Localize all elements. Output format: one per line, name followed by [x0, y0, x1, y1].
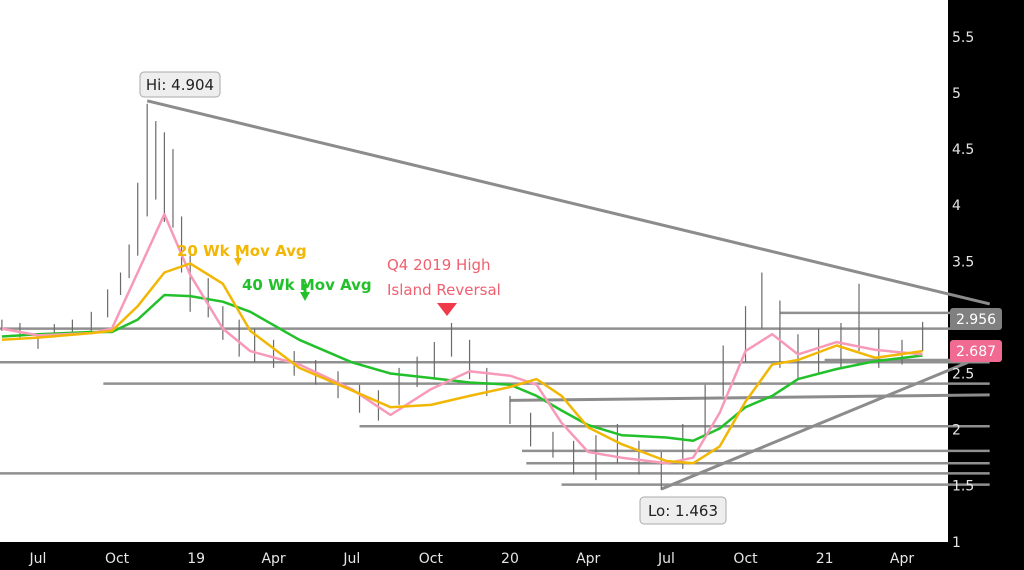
lo-label: Lo: 1.463	[648, 502, 718, 520]
time-tick-label: Oct	[419, 551, 444, 567]
time-tick-label: Apr	[890, 551, 914, 567]
price-tick-label: 2	[952, 423, 961, 439]
trend-line-0	[146, 99, 991, 306]
ma-line-fast	[1, 212, 923, 465]
price-tick-label: 1.5	[952, 479, 974, 495]
time-tick-label: Apr	[576, 551, 600, 567]
time-tick-label: Jul	[29, 551, 47, 567]
q4-high-marker-icon	[437, 303, 457, 316]
price-tick-label: 5	[952, 86, 961, 102]
ma-value-tag: 2.687	[950, 340, 1002, 362]
trend-line-1	[660, 351, 991, 491]
ma-value-label: 2.687	[956, 344, 996, 360]
time-tick-label: Apr	[261, 551, 285, 567]
hi-callout-box	[139, 71, 221, 98]
time-tick-label: Jul	[342, 551, 360, 567]
lo-callout: Lo: 1.463	[639, 496, 727, 525]
price-tick-label: 5.5	[952, 30, 974, 46]
price-tick-label: 4	[952, 198, 961, 214]
ma40-annotation: 40 Wk Mov Avg	[242, 276, 372, 294]
price-tick-label: 2.5	[952, 367, 974, 383]
price-axis-panel	[948, 0, 1024, 570]
time-tick-label: Oct	[733, 551, 758, 567]
q4-high-annotation: Q4 2019 High	[387, 256, 491, 274]
time-tick-label: 20	[501, 551, 519, 567]
last-price-label: 2.956	[956, 312, 996, 328]
ma20-arrow-icon	[234, 252, 242, 266]
hi-label: Hi: 4.904	[146, 76, 214, 94]
time-tick-label: Jul	[657, 551, 675, 567]
ma20-annotation: 20 Wk Mov Avg	[177, 242, 307, 260]
ma40-arrow-icon	[300, 284, 310, 301]
time-tick-label: Oct	[105, 551, 130, 567]
last-price-tag: 2.956	[950, 308, 1002, 330]
time-axis-panel	[0, 542, 1024, 570]
price-tick-label: 3.5	[952, 254, 974, 270]
price-tick-label: 4.5	[952, 142, 974, 158]
ma-value-tag-box	[950, 340, 1002, 362]
hi-callout: Hi: 4.904	[139, 71, 221, 98]
ma-line-ma20	[1, 262, 923, 465]
price-tick-label: 1	[952, 535, 961, 551]
lo-callout-box	[639, 496, 727, 525]
ma-line-ma40	[1, 293, 923, 443]
last-price-tag-box	[950, 308, 1002, 330]
island-reversal-annotation: Island Reversal	[387, 281, 501, 299]
time-tick-label: 19	[187, 551, 205, 567]
time-tick-label: 21	[816, 551, 834, 567]
